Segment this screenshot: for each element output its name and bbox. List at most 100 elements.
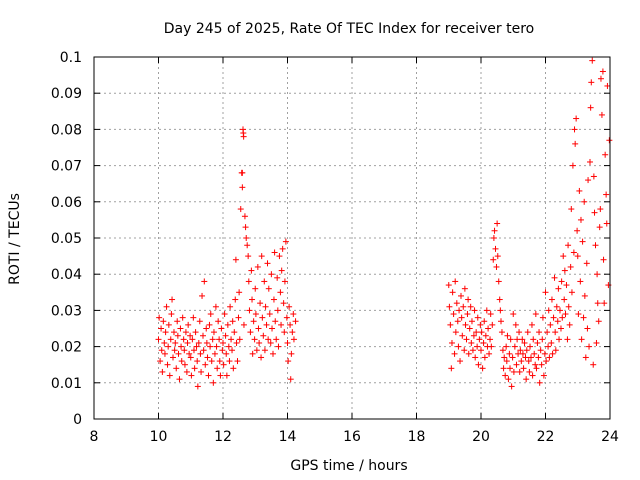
data-point	[461, 285, 468, 292]
data-point	[561, 296, 568, 303]
data-point	[226, 358, 233, 365]
data-point	[458, 314, 465, 321]
data-point	[186, 350, 193, 357]
axis-ticks	[93, 56, 611, 420]
data-point	[271, 249, 278, 256]
data-point	[517, 347, 524, 354]
data-point	[182, 329, 189, 336]
data-point	[476, 336, 483, 343]
data-point	[260, 332, 267, 339]
data-point	[529, 372, 536, 379]
data-point	[452, 329, 459, 336]
data-point	[201, 278, 208, 285]
data-point	[170, 329, 177, 336]
data-point	[161, 350, 168, 357]
data-point	[568, 289, 575, 296]
data-point	[193, 343, 200, 350]
y-tick-label: 0.1	[60, 50, 82, 66]
data-point	[590, 361, 597, 368]
data-point	[192, 329, 199, 336]
data-point	[183, 368, 190, 375]
data-point	[200, 347, 207, 354]
data-point	[157, 358, 164, 365]
data-point	[286, 303, 293, 310]
data-point	[205, 372, 212, 379]
data-point	[508, 383, 515, 390]
data-point	[555, 285, 562, 292]
data-point	[234, 358, 241, 365]
data-point	[600, 256, 607, 263]
data-point	[194, 383, 201, 390]
data-point	[196, 318, 203, 325]
data-point	[217, 372, 224, 379]
data-point	[449, 289, 456, 296]
data-point	[552, 347, 559, 354]
data-point	[282, 238, 289, 245]
data-point	[189, 336, 196, 343]
data-point	[239, 169, 246, 176]
data-point	[587, 104, 594, 111]
data-point	[475, 361, 482, 368]
data-point	[586, 343, 593, 350]
data-point	[549, 350, 556, 357]
data-point	[510, 368, 517, 375]
y-tick-label: 0.08	[51, 122, 82, 138]
data-point	[487, 336, 494, 343]
data-point	[248, 267, 255, 274]
data-point	[559, 314, 566, 321]
data-point	[458, 292, 465, 299]
data-point	[236, 336, 243, 343]
data-point	[218, 325, 225, 332]
data-point	[261, 278, 268, 285]
data-point	[262, 303, 269, 310]
data-point	[274, 307, 281, 314]
data-point	[175, 350, 182, 357]
data-point	[223, 350, 230, 357]
data-point	[573, 115, 580, 122]
data-point	[252, 311, 259, 318]
data-point	[512, 321, 519, 328]
data-point	[155, 336, 162, 343]
data-point	[258, 253, 265, 260]
data-point	[265, 285, 272, 292]
data-point	[499, 347, 506, 354]
data-point	[278, 267, 285, 274]
data-point	[532, 361, 539, 368]
data-point	[250, 318, 257, 325]
data-point	[247, 329, 254, 336]
data-point	[516, 368, 523, 375]
data-point	[269, 350, 276, 357]
data-point	[500, 365, 507, 372]
data-point	[280, 300, 287, 307]
data-point	[502, 372, 509, 379]
data-point	[497, 307, 504, 314]
data-point	[203, 339, 210, 346]
data-point	[507, 365, 514, 372]
data-point	[254, 263, 261, 270]
data-point	[243, 235, 250, 241]
data-point	[202, 361, 209, 368]
data-point	[162, 329, 169, 336]
data-point	[519, 350, 526, 357]
data-point	[606, 137, 613, 144]
data-point	[505, 376, 512, 383]
data-point	[601, 300, 608, 307]
data-point	[478, 347, 484, 354]
data-point	[491, 227, 498, 234]
data-point	[583, 260, 590, 267]
data-point	[277, 289, 284, 296]
data-point	[565, 303, 572, 310]
data-point	[485, 325, 492, 332]
data-point	[554, 318, 561, 325]
data-point	[207, 311, 214, 318]
data-point	[459, 332, 466, 339]
data-point	[543, 358, 550, 365]
data-point	[545, 307, 552, 314]
data-point	[522, 354, 529, 361]
data-point	[465, 350, 472, 357]
data-point	[465, 296, 472, 303]
data-point	[199, 292, 206, 299]
data-point	[588, 79, 595, 86]
x-tick-label: 16	[343, 429, 361, 445]
data-point	[490, 256, 497, 263]
